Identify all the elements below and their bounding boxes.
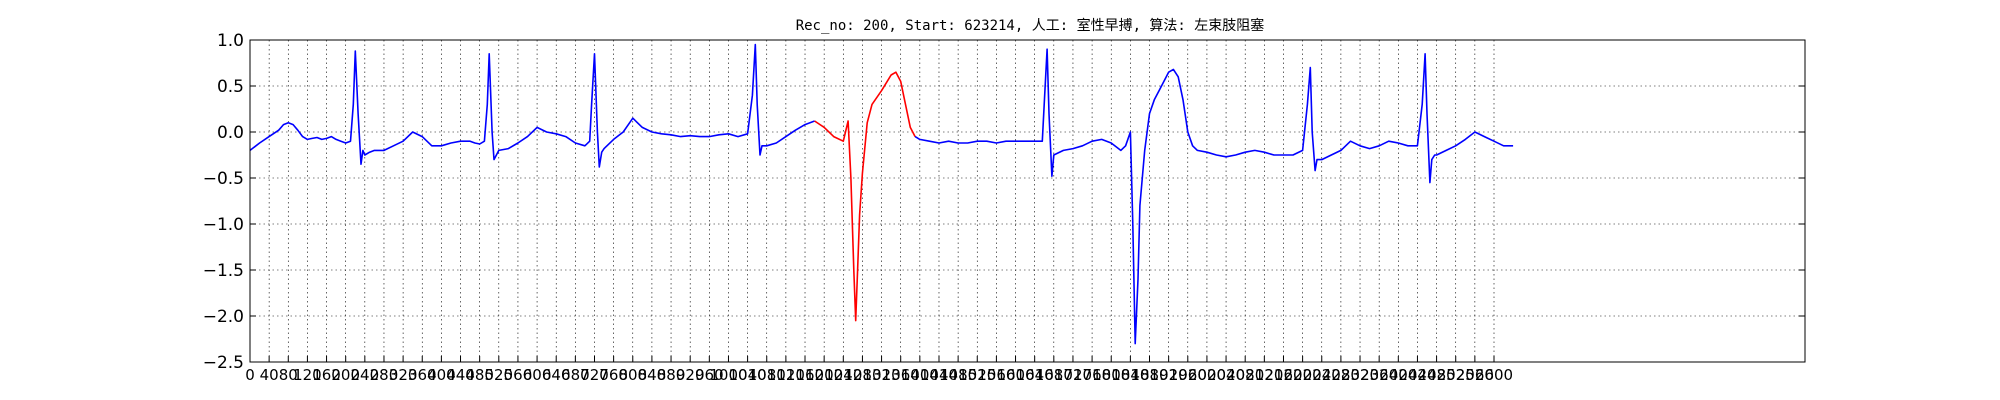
- x-tick-label-61: 2440: [1398, 366, 1436, 384]
- x-tick-label-56: 2240: [1303, 366, 1341, 384]
- x-tick-label-55: 2200: [1284, 366, 1322, 384]
- x-tick-label-31: 1240: [824, 366, 862, 384]
- x-tick-label-51: 2040: [1207, 366, 1245, 384]
- x-tick-label-52: 2080: [1226, 366, 1264, 384]
- x-tick-label-28: 1120: [767, 366, 805, 384]
- y-axis: 1.0 0.5 0.0 −0.5 −1.0 −1.5 −2.0 −2.5: [203, 31, 1805, 373]
- y-tick-label-2: 0.0: [217, 123, 244, 143]
- x-tick-label-47: 1880: [1130, 366, 1168, 384]
- x-tick-label-35: 1400: [901, 366, 939, 384]
- x-tick-label-10: 400: [427, 366, 456, 384]
- x-tick-label-7: 280: [370, 366, 399, 384]
- x-tick-label-8: 320: [389, 366, 418, 384]
- x-tick-label-6: 240: [351, 366, 380, 384]
- x-tick-label-58: 2320: [1341, 366, 1379, 384]
- x-tick-label-42: 1680: [1035, 366, 1073, 384]
- x-tick-label-4: 160: [312, 366, 341, 384]
- x-tick-label-19: 760: [599, 366, 628, 384]
- x-tick-label-22: 880: [657, 366, 686, 384]
- x-tick-label-63: 2520: [1437, 366, 1475, 384]
- x-tick-label-11: 440: [446, 366, 475, 384]
- grid-layer: [249, 39, 1805, 363]
- x-tick-label-62: 2480: [1417, 366, 1455, 384]
- x-tick-label-15: 600: [523, 366, 552, 384]
- series-line-0: [249, 43, 815, 168]
- series-line-1: [814, 71, 916, 322]
- x-tick-label-50: 2000: [1188, 366, 1226, 384]
- x-axis: 0 40 8012016020024028032036040044048052056…: [245, 356, 1513, 384]
- x-tick-label-44: 1760: [1073, 366, 1111, 384]
- x-tick-label-9: 360: [408, 366, 437, 384]
- x-tick-label-48: 1920: [1150, 366, 1188, 384]
- y-tick-label-7: −2.5: [203, 353, 244, 373]
- x-tick-label-18: 720: [580, 366, 609, 384]
- x-tick-label-23: 920: [676, 366, 705, 384]
- x-tick-label-37: 1480: [939, 366, 977, 384]
- x-tick-label-27: 1080: [748, 366, 786, 384]
- x-tick-label-49: 1960: [1169, 366, 1207, 384]
- plot-frame: [249, 39, 1806, 363]
- x-tick-label-41: 1640: [1016, 366, 1054, 384]
- x-tick-label-13: 520: [484, 366, 513, 384]
- x-tick-label-32: 1280: [843, 366, 881, 384]
- x-tick-label-60: 2400: [1379, 366, 1417, 384]
- x-tick-label-12: 480: [465, 366, 494, 384]
- y-tick-label-4: −1.0: [203, 215, 244, 235]
- x-tick-label-36: 1440: [920, 366, 958, 384]
- x-tick-label-17: 680: [561, 366, 590, 384]
- y-tick-label-6: −2.0: [203, 307, 244, 327]
- x-tick-label-59: 2360: [1360, 366, 1398, 384]
- x-tick-label-53: 2120: [1245, 366, 1283, 384]
- x-tick-label-14: 560: [504, 366, 533, 384]
- y-tick-label-1: 0.5: [217, 77, 244, 97]
- x-tick-label-45: 1800: [1092, 366, 1130, 384]
- x-tick-label-64: 2560: [1456, 366, 1494, 384]
- x-tick-label-24: 960: [695, 366, 724, 384]
- x-tick-label-38: 1520: [958, 366, 996, 384]
- x-tick-label-5: 200: [331, 366, 360, 384]
- y-tick-label-5: −1.5: [203, 261, 244, 281]
- x-tick-label-43: 1720: [1054, 366, 1092, 384]
- x-tick-label-26: 1040: [729, 366, 767, 384]
- x-tick-label-40: 1600: [996, 366, 1034, 384]
- series-line-2: [914, 48, 1514, 345]
- x-tick-label-33: 1320: [862, 366, 900, 384]
- x-tick-label-25: 1000: [709, 366, 747, 384]
- x-tick-label-2: 80: [279, 366, 298, 384]
- x-tick-label-1: 40: [260, 366, 279, 384]
- chart-title: Rec_no: 200, Start: 623214, 人工: 室性早搏, 算法…: [796, 17, 1265, 34]
- x-tick-label-0: 0: [245, 366, 255, 384]
- x-tick-label-21: 840: [638, 366, 667, 384]
- x-tick-label-3: 120: [293, 366, 322, 384]
- x-tick-label-16: 640: [542, 366, 571, 384]
- x-tick-label-54: 2160: [1264, 366, 1302, 384]
- y-tick-label-0: 1.0: [217, 31, 244, 51]
- x-tick-label-39: 1560: [977, 366, 1015, 384]
- x-tick-label-46: 1840: [1111, 366, 1149, 384]
- y-tick-label-3: −0.5: [203, 169, 244, 189]
- series-layer: [249, 43, 1514, 345]
- x-tick-label-30: 1200: [805, 366, 843, 384]
- x-tick-label-57: 2280: [1322, 366, 1360, 384]
- x-tick-label-20: 800: [618, 366, 647, 384]
- x-tick-label-65: 2600: [1475, 366, 1513, 384]
- x-tick-label-34: 1360: [882, 366, 920, 384]
- x-tick-label-29: 1160: [786, 366, 824, 384]
